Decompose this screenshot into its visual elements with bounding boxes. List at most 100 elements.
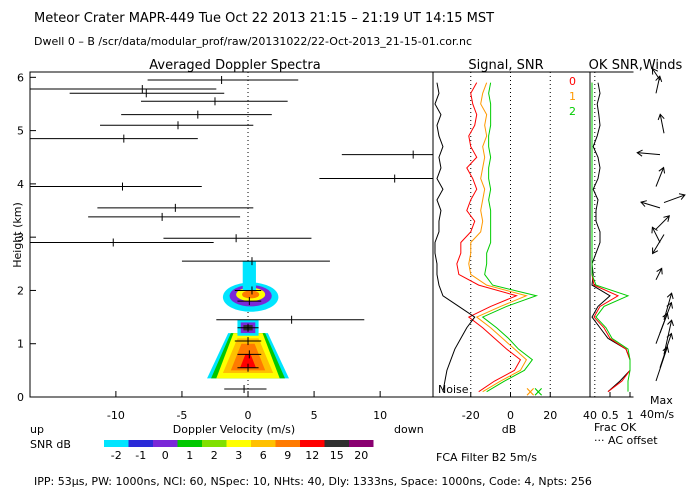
y-tick-label: 6	[17, 71, 24, 84]
y-tick-label: 0	[17, 391, 24, 404]
colorbar-swatch	[104, 440, 129, 447]
up-label: up	[30, 423, 44, 436]
wind-arrowhead	[651, 67, 659, 75]
snr-series-0	[456, 82, 522, 393]
colorbar-tick-label: 1	[186, 449, 193, 462]
ok-series-2	[591, 82, 631, 392]
colorbar-swatch	[202, 440, 227, 447]
wind-arrowhead	[663, 215, 670, 222]
x-tick-label: 10	[373, 409, 387, 422]
winds-title: SNR,Winds	[612, 58, 683, 73]
ok-plot: 0.5 1	[589, 71, 635, 422]
y-tick-label: 5	[17, 125, 24, 138]
colorbar-swatch	[153, 440, 178, 447]
snr-series-2	[481, 82, 539, 393]
colorbar-tick-label: 9	[284, 449, 291, 462]
snr-title: Signal, SNR	[468, 58, 543, 73]
wind-vector	[663, 293, 673, 320]
ok-series-0	[591, 82, 631, 393]
wind-vector	[655, 215, 670, 230]
colorbar-swatch	[226, 440, 251, 447]
colorbar-tick-label: 0	[162, 449, 169, 462]
down-label: down	[394, 423, 424, 436]
x-tick-label: 0	[507, 409, 514, 422]
wind-vector	[655, 268, 663, 281]
snr-series-noise	[434, 82, 476, 392]
noise-marker: ×	[525, 385, 536, 400]
height-axis-label: Height (km)	[11, 202, 24, 268]
wind-arrowhead	[651, 226, 658, 234]
x-tick-label: 20	[543, 409, 557, 422]
x-tick-label: -5	[176, 409, 187, 422]
footer-params: IPP: 53µs, PW: 1000ns, NCI: 60, NSpec: 1…	[34, 475, 592, 488]
winds-plot	[633, 67, 691, 398]
snr-colorbar: -2 -1 0 1 2 3 6 9 12 15 20	[104, 440, 374, 462]
colorbar-tick-label: -1	[135, 449, 146, 462]
spectra-blob	[242, 290, 260, 299]
wind-arrowhead	[652, 247, 659, 255]
legend-2: 2	[569, 105, 576, 118]
spectra-blob	[242, 261, 256, 291]
noise-marker: ×	[533, 385, 544, 400]
wind-vector	[651, 68, 661, 81]
legend-1: 1	[569, 90, 576, 103]
colorbar-swatch	[177, 440, 202, 447]
snr-plot: ××-20 0 20 40	[432, 71, 597, 422]
colorbar-tick-label: 6	[260, 449, 267, 462]
wind-vector	[659, 114, 665, 134]
wind-vector	[663, 320, 673, 355]
x-tick-label: 40	[583, 409, 597, 422]
wind-vector	[659, 302, 672, 334]
doppler-plot: -10 -5 0 5 10 0 1 2 3 4 5 6	[17, 71, 434, 422]
ok-series-1	[591, 82, 631, 393]
wind-vector	[640, 201, 661, 209]
y-tick-label: 4	[17, 178, 24, 191]
colorbar-tick-label: -2	[111, 449, 122, 462]
colorbar-label: SNR dB	[30, 438, 71, 451]
x-tick-label: 0	[245, 409, 252, 422]
legend-0: 0	[569, 75, 576, 88]
wind-scale-label: Max	[650, 394, 673, 407]
ok-title: OK	[589, 58, 608, 73]
wind-arrowhead	[678, 193, 686, 200]
colorbar-swatch	[300, 440, 325, 447]
x-tick-label: -10	[107, 409, 125, 422]
y-tick-label: 2	[17, 284, 24, 297]
wind-arrowhead	[636, 149, 643, 157]
frac-ok-label: Frac OK	[594, 421, 637, 434]
colorbar-swatch	[251, 440, 276, 447]
y-tick-label: 1	[17, 338, 24, 351]
wind-vector	[659, 333, 672, 368]
x-tick-label: 0.5	[601, 409, 619, 422]
colorbar-tick-label: 20	[354, 449, 368, 462]
velocity-axis-label: Doppler Velocity (m/s)	[173, 423, 295, 436]
wind-arrowhead	[655, 75, 663, 83]
wind-vector	[652, 234, 665, 254]
filter-label: FCA Filter B2 5m/s	[436, 451, 537, 464]
wind-vector	[663, 194, 686, 204]
noise-label: Noise	[438, 383, 469, 396]
plot-frame	[432, 71, 591, 398]
colorbar-swatch	[128, 440, 153, 447]
colorbar-tick-label: 15	[330, 449, 344, 462]
colorbar-swatch	[349, 440, 374, 447]
colorbar-tick-label: 3	[235, 449, 242, 462]
wind-arrowhead	[666, 292, 674, 300]
plot-frame	[633, 71, 691, 398]
snr-series-1	[468, 82, 528, 393]
x-tick-label: 1	[627, 409, 634, 422]
colorbar-swatch	[275, 440, 300, 447]
header-title: Meteor Crater MAPR-449 Tue Oct 22 2013 2…	[34, 11, 494, 26]
x-tick-label: 5	[311, 409, 318, 422]
wind-vector	[655, 167, 665, 187]
colorbar-tick-label: 2	[211, 449, 218, 462]
snr-axis-label: dB	[502, 423, 517, 436]
doppler-title: Averaged Doppler Spectra	[149, 58, 320, 73]
wind-arrowhead	[640, 200, 647, 207]
wind-arrowhead	[667, 319, 674, 327]
x-tick-label: -20	[462, 409, 480, 422]
header-path: Dwell 0 – B /scr/data/modular_prof/raw/2…	[34, 35, 472, 48]
spectra-blob	[240, 354, 256, 368]
wind-vector	[637, 152, 661, 156]
wind-scale-value: 40m/s	[640, 408, 674, 421]
